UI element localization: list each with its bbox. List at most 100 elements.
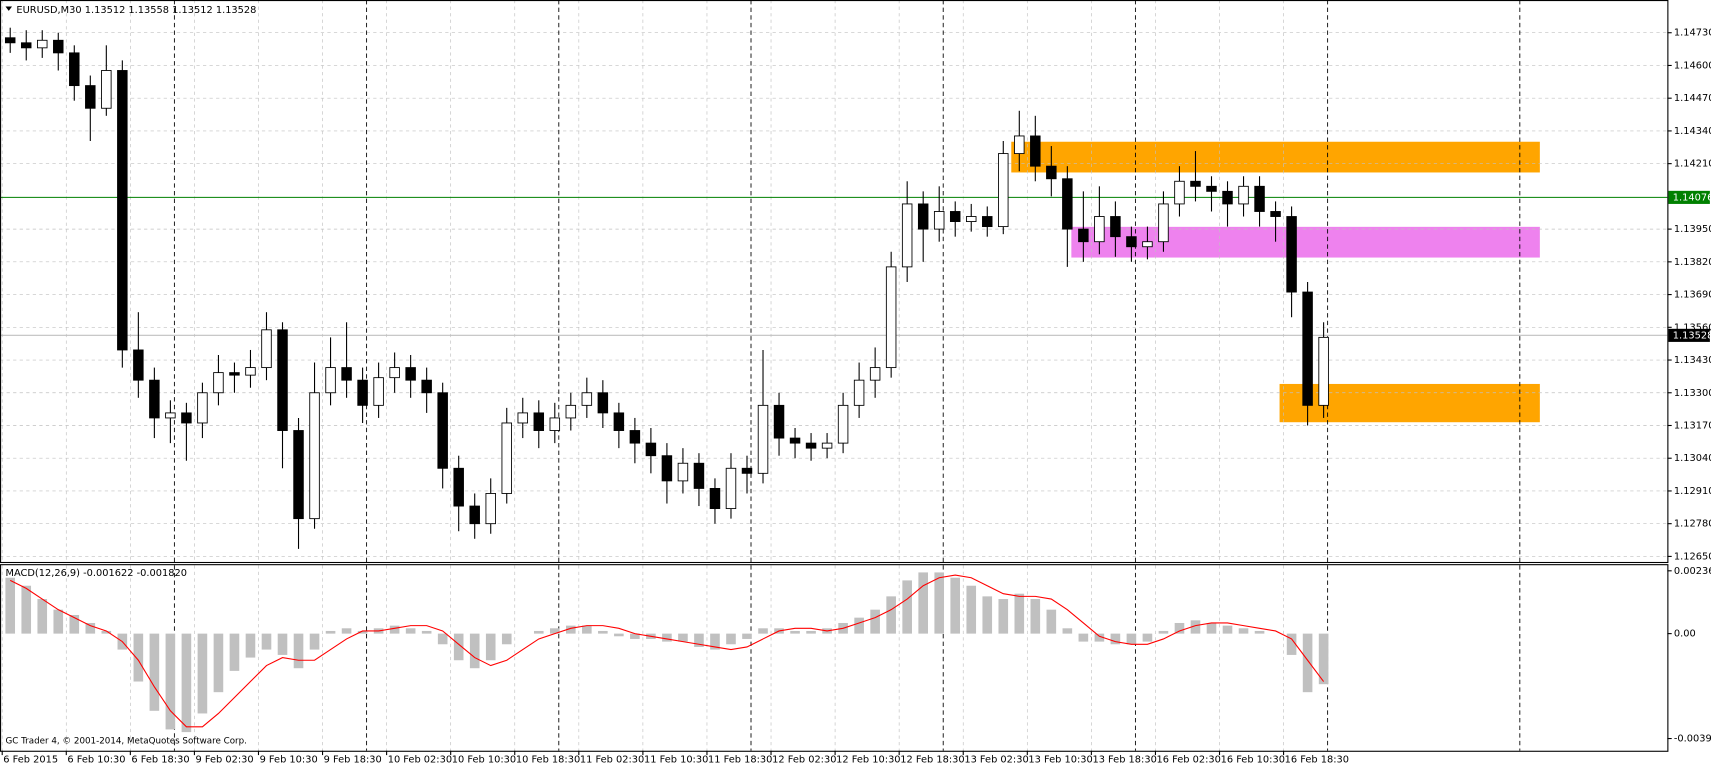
histogram-bar	[790, 630, 800, 634]
y-tick-label: 1.12910	[1674, 486, 1711, 497]
candle-body	[565, 404, 577, 419]
histogram-bar	[1286, 633, 1297, 655]
y-tick-label: 1.13170	[1674, 420, 1711, 431]
histogram-bar	[229, 633, 240, 671]
candle-body	[453, 467, 464, 507]
candle-body	[69, 52, 80, 87]
candle-body	[357, 379, 368, 406]
candle-body	[725, 467, 737, 510]
candle-body	[661, 455, 673, 482]
histogram-bar	[1046, 609, 1057, 634]
candle-body	[917, 203, 929, 230]
candle-body	[1286, 216, 1297, 293]
candle-body	[101, 70, 112, 109]
histogram-bar	[726, 633, 736, 645]
candle-body	[773, 404, 785, 439]
candle-body	[853, 379, 865, 406]
price-label-box	[1668, 190, 1710, 204]
candle-body	[53, 39, 64, 54]
x-tick-label: 11 Feb 02:30	[580, 754, 644, 765]
price-pane-frame	[0, 0, 1669, 564]
candle-body	[1142, 241, 1153, 248]
histogram-bar	[678, 633, 688, 642]
histogram-bar	[389, 625, 400, 634]
histogram-bar	[197, 633, 208, 714]
price-label-box	[1668, 328, 1710, 342]
histogram-bar	[101, 630, 112, 634]
histogram-bar	[213, 633, 224, 693]
histogram-bar	[630, 633, 640, 639]
histogram-bar	[133, 633, 144, 682]
histogram-bar	[1030, 599, 1041, 634]
candle-body	[261, 329, 272, 369]
histogram-bar	[998, 599, 1009, 634]
histogram-bar	[293, 633, 304, 669]
candle-body	[613, 412, 625, 431]
candle-body	[677, 462, 689, 482]
y-tick-label: 1.13950	[1674, 224, 1711, 235]
histogram-bar	[598, 630, 608, 634]
x-tick-label: 16 Feb 02:30	[1157, 754, 1221, 765]
histogram-bar	[149, 633, 160, 711]
y-tick-label: 1.13430	[1674, 355, 1711, 366]
copyright: GC Trader 4, © 2001-2014, MetaQuotes Sof…	[5, 736, 246, 746]
histogram-bar	[614, 633, 624, 637]
histogram-bar	[277, 633, 288, 655]
histogram-bar	[870, 609, 880, 634]
candle-body	[629, 430, 641, 444]
histogram-bar	[549, 628, 560, 634]
macd-header: MACD(12,26,9) -0.001622 -0.001820	[5, 568, 186, 579]
histogram-bar	[566, 625, 576, 634]
price-label: 1.14076	[1673, 192, 1711, 203]
histogram-bar	[1302, 633, 1313, 693]
histogram-bar	[1158, 630, 1169, 634]
x-tick-label: 9 Feb 18:30	[324, 754, 382, 765]
zone	[1071, 226, 1540, 258]
price-label: 1.13528	[1673, 330, 1711, 341]
y-tick-label: 0.00236	[1674, 566, 1711, 577]
x-tick-label: 11 Feb 10:30	[644, 754, 708, 765]
candle-body	[181, 412, 192, 424]
candle-body	[1014, 135, 1025, 155]
x-tick-label: 12 Feb 10:30	[836, 754, 900, 765]
zone	[1011, 141, 1540, 173]
x-tick-label: 16 Feb 18:30	[1285, 754, 1349, 765]
candle-body	[501, 422, 512, 494]
menu-triangle[interactable]	[5, 6, 13, 11]
y-tick-label: 0.00	[1674, 629, 1696, 640]
candle-body	[37, 39, 48, 49]
histogram-bar	[902, 580, 912, 634]
candle-body	[1206, 185, 1217, 192]
histogram-bar	[1238, 628, 1249, 634]
histogram-bar	[694, 633, 704, 647]
candle-body	[1190, 180, 1201, 187]
candle-body	[197, 392, 208, 424]
x-tick-label: 6 Feb 2015	[3, 754, 58, 765]
candle-body	[1094, 216, 1105, 243]
candle-body	[805, 442, 817, 449]
candle-body	[389, 367, 400, 379]
candle-body	[998, 153, 1009, 228]
candle-body	[1318, 336, 1329, 406]
histogram-bar	[325, 630, 336, 634]
y-tick-label: 1.13820	[1674, 257, 1711, 268]
histogram-bar	[806, 630, 816, 634]
histogram-bar	[357, 630, 368, 634]
x-tick-label: 13 Feb 18:30	[1092, 754, 1156, 765]
y-tick-label: 1.13690	[1674, 290, 1711, 301]
candle-body	[869, 367, 881, 381]
candle-body	[982, 216, 993, 228]
candle-body	[757, 404, 769, 474]
histogram-bar	[950, 577, 961, 634]
candle-body	[709, 487, 721, 510]
candle-body	[1046, 165, 1057, 180]
histogram-bar	[501, 633, 512, 645]
histogram-bar	[1190, 620, 1201, 634]
candle-body	[1174, 180, 1185, 205]
histogram-bar	[742, 633, 752, 639]
candle-body	[405, 367, 416, 381]
histogram-bar	[341, 628, 352, 634]
candle-body	[1270, 211, 1281, 217]
candle-body	[597, 392, 609, 414]
